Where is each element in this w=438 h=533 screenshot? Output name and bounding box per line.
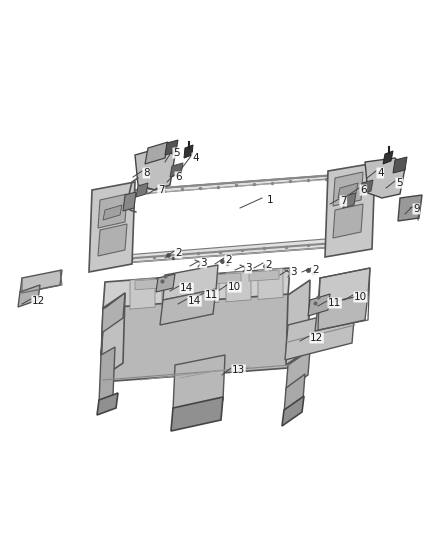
Polygon shape (98, 224, 127, 256)
Polygon shape (135, 148, 175, 190)
Polygon shape (249, 270, 279, 281)
Polygon shape (113, 178, 340, 256)
Polygon shape (99, 347, 115, 403)
Text: 7: 7 (158, 185, 165, 195)
Polygon shape (333, 204, 363, 238)
Text: 13: 13 (232, 365, 245, 375)
Polygon shape (20, 270, 62, 293)
Text: 1: 1 (267, 195, 274, 205)
Text: 6: 6 (175, 172, 182, 182)
Polygon shape (258, 269, 283, 300)
Polygon shape (184, 145, 193, 158)
Text: 14: 14 (188, 296, 201, 306)
Polygon shape (95, 173, 362, 265)
Text: 11: 11 (205, 290, 218, 300)
Polygon shape (160, 289, 216, 325)
Text: 9: 9 (413, 204, 420, 214)
Text: 5: 5 (396, 178, 403, 188)
Polygon shape (170, 163, 183, 177)
Polygon shape (284, 374, 305, 414)
Polygon shape (173, 355, 225, 410)
Text: 14: 14 (180, 283, 193, 293)
Polygon shape (163, 265, 218, 300)
Polygon shape (18, 285, 40, 307)
Text: 2: 2 (175, 248, 182, 258)
Polygon shape (101, 294, 290, 382)
Polygon shape (101, 293, 125, 378)
Polygon shape (343, 193, 356, 208)
Text: 4: 4 (192, 153, 198, 163)
Polygon shape (101, 293, 125, 355)
Polygon shape (282, 396, 304, 426)
Polygon shape (194, 273, 219, 304)
Text: 12: 12 (32, 296, 45, 306)
Polygon shape (156, 274, 175, 292)
Polygon shape (130, 278, 155, 309)
Text: 3: 3 (290, 267, 297, 277)
Polygon shape (211, 273, 241, 284)
Text: 6: 6 (360, 185, 367, 195)
Polygon shape (226, 271, 251, 302)
Polygon shape (162, 276, 187, 306)
Text: 11: 11 (328, 298, 341, 308)
Text: 3: 3 (200, 258, 207, 268)
Polygon shape (308, 294, 330, 316)
Polygon shape (98, 194, 127, 228)
Text: 5: 5 (173, 148, 180, 158)
Polygon shape (103, 268, 290, 309)
Polygon shape (393, 157, 407, 173)
Polygon shape (338, 183, 358, 198)
Text: 3: 3 (245, 263, 251, 273)
Polygon shape (383, 151, 393, 164)
Text: 8: 8 (143, 168, 150, 178)
Polygon shape (333, 172, 363, 206)
Text: 2: 2 (225, 255, 232, 265)
Polygon shape (325, 163, 375, 257)
Text: 7: 7 (340, 196, 346, 206)
Text: 4: 4 (377, 168, 384, 178)
Polygon shape (318, 268, 370, 305)
Polygon shape (97, 393, 118, 415)
Polygon shape (315, 294, 368, 331)
Polygon shape (123, 192, 136, 211)
Text: 2: 2 (265, 260, 272, 270)
Polygon shape (365, 158, 405, 198)
Polygon shape (285, 308, 355, 360)
Polygon shape (145, 142, 168, 164)
Polygon shape (136, 183, 148, 197)
Polygon shape (398, 195, 422, 221)
Polygon shape (360, 180, 373, 194)
Text: 12: 12 (310, 333, 323, 343)
Polygon shape (286, 350, 310, 390)
Polygon shape (171, 397, 223, 431)
Polygon shape (135, 279, 165, 290)
Polygon shape (173, 276, 203, 287)
Text: 10: 10 (228, 282, 241, 292)
Text: 2: 2 (312, 265, 318, 275)
Polygon shape (89, 182, 135, 272)
Text: 10: 10 (354, 292, 367, 302)
Polygon shape (103, 205, 122, 220)
Polygon shape (165, 140, 178, 155)
Polygon shape (286, 280, 310, 365)
